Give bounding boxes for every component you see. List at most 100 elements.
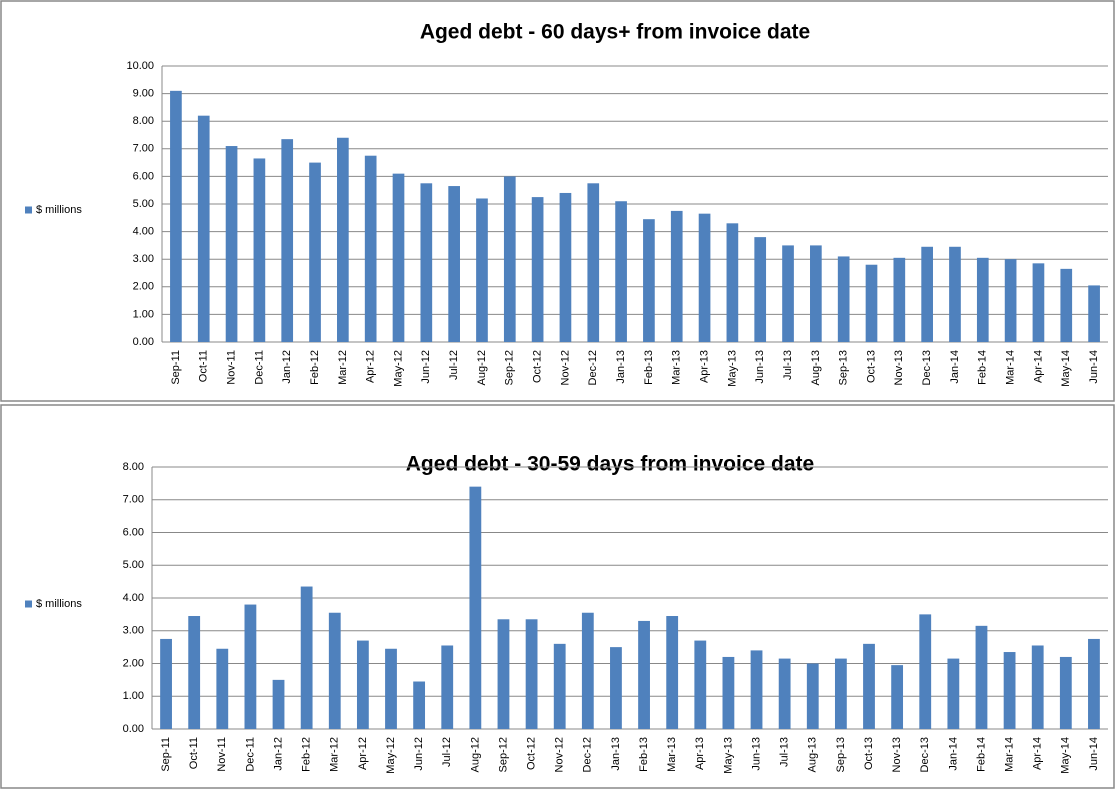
y-tick-label: 4.00 bbox=[133, 226, 154, 238]
bar bbox=[722, 656, 735, 729]
bar bbox=[615, 201, 627, 342]
y-tick-label: 1.00 bbox=[133, 308, 154, 320]
x-tick-label: Aug-12 bbox=[469, 737, 481, 772]
x-tick-label: Nov-12 bbox=[559, 350, 571, 385]
bar bbox=[420, 183, 433, 342]
y-tick-label: 4.00 bbox=[123, 592, 144, 604]
x-tick-label: Jan-12 bbox=[272, 737, 284, 771]
bar bbox=[503, 176, 516, 342]
bar bbox=[559, 192, 572, 342]
y-tick-label: 7.00 bbox=[123, 494, 144, 506]
y-tick-label: 8.00 bbox=[133, 115, 154, 127]
bar bbox=[1088, 285, 1100, 342]
bar bbox=[525, 619, 538, 729]
legend-swatch bbox=[25, 600, 32, 608]
bar bbox=[1003, 652, 1016, 729]
x-tick-label: Feb-12 bbox=[309, 350, 321, 385]
x-tick-label: Feb-14 bbox=[977, 350, 989, 385]
bar bbox=[356, 640, 369, 729]
bar bbox=[497, 619, 510, 729]
bar bbox=[216, 648, 229, 729]
bar bbox=[754, 237, 767, 342]
x-tick-label: Mar-12 bbox=[329, 737, 341, 772]
bar bbox=[947, 658, 960, 729]
x-tick-label: Dec-12 bbox=[587, 350, 599, 385]
x-tick-label: Jun-14 bbox=[1088, 737, 1100, 771]
x-tick-label: Apr-13 bbox=[698, 350, 710, 383]
legend-swatch bbox=[25, 206, 32, 214]
x-tick-label: Jun-13 bbox=[754, 350, 766, 384]
x-tick-label: Jul-13 bbox=[782, 350, 794, 380]
legend-label: $ millions bbox=[36, 204, 82, 216]
panel-frame bbox=[0, 0, 1115, 402]
bar bbox=[666, 616, 679, 729]
x-tick-label: Feb-13 bbox=[638, 737, 650, 772]
x-tick-label: Jan-13 bbox=[615, 350, 627, 384]
bar bbox=[834, 658, 847, 729]
bar bbox=[253, 158, 266, 342]
x-tick-label: Mar-13 bbox=[671, 350, 683, 385]
x-tick-label: Sep-13 bbox=[838, 350, 850, 385]
bar bbox=[782, 245, 794, 342]
y-tick-label: 6.00 bbox=[133, 170, 154, 182]
x-tick-label: May-13 bbox=[726, 350, 738, 387]
x-tick-label: Jul-13 bbox=[779, 737, 791, 767]
x-tick-label: May-14 bbox=[1060, 737, 1072, 774]
x-tick-label: Sep-13 bbox=[835, 737, 847, 772]
x-tick-label: Nov-11 bbox=[216, 737, 228, 772]
x-tick-label: Dec-11 bbox=[253, 350, 265, 385]
x-tick-label: Jul-12 bbox=[448, 350, 460, 380]
bar bbox=[1088, 638, 1100, 729]
bar bbox=[170, 90, 182, 342]
x-tick-label: Jul-12 bbox=[441, 737, 453, 767]
bar bbox=[1032, 263, 1045, 342]
x-tick-label: Dec-13 bbox=[919, 737, 931, 772]
bar bbox=[1059, 656, 1072, 729]
bar bbox=[863, 643, 875, 729]
bar bbox=[1004, 259, 1017, 342]
bar bbox=[949, 246, 961, 342]
x-tick-label: Feb-14 bbox=[975, 737, 987, 772]
bar bbox=[300, 586, 313, 729]
bar bbox=[581, 612, 594, 729]
bar bbox=[778, 658, 791, 729]
x-tick-label: Oct-12 bbox=[532, 350, 544, 383]
x-tick-label: Dec-12 bbox=[582, 737, 594, 772]
bar bbox=[587, 183, 600, 342]
bar bbox=[865, 264, 878, 342]
x-tick-label: Apr-13 bbox=[694, 737, 706, 770]
x-tick-label: Oct-13 bbox=[865, 350, 877, 383]
y-tick-label: 2.00 bbox=[123, 657, 144, 669]
chart-title: Aged debt - 60 days+ from invoice date bbox=[420, 21, 810, 44]
y-tick-label: 0.00 bbox=[133, 336, 154, 348]
x-tick-label: May-13 bbox=[722, 737, 734, 774]
bar bbox=[806, 663, 819, 729]
y-tick-label: 2.00 bbox=[133, 281, 154, 293]
y-tick-label: 10.00 bbox=[126, 60, 154, 72]
x-tick-label: Aug-13 bbox=[807, 737, 819, 772]
bar bbox=[188, 616, 201, 729]
bar bbox=[160, 638, 172, 729]
bar bbox=[476, 198, 488, 342]
y-tick-label: 7.00 bbox=[133, 143, 154, 155]
bar bbox=[197, 115, 210, 343]
x-tick-label: Sep-12 bbox=[504, 350, 516, 385]
x-tick-label: May-12 bbox=[392, 350, 404, 387]
x-tick-label: Oct-11 bbox=[188, 737, 200, 769]
x-tick-label: Jun-12 bbox=[420, 350, 432, 384]
legend-label: $ millions bbox=[36, 598, 82, 610]
bar bbox=[337, 137, 349, 342]
bar bbox=[750, 650, 763, 729]
x-tick-label: Dec-13 bbox=[921, 350, 933, 385]
bar bbox=[919, 614, 932, 729]
bar bbox=[893, 257, 906, 342]
bar bbox=[328, 612, 341, 729]
bar bbox=[698, 213, 711, 342]
y-tick-label: 6.00 bbox=[123, 526, 144, 538]
bar bbox=[309, 162, 321, 342]
y-tick-label: 9.00 bbox=[133, 88, 154, 100]
bar bbox=[413, 681, 426, 729]
y-tick-label: 0.00 bbox=[123, 723, 144, 735]
bar bbox=[225, 146, 238, 342]
